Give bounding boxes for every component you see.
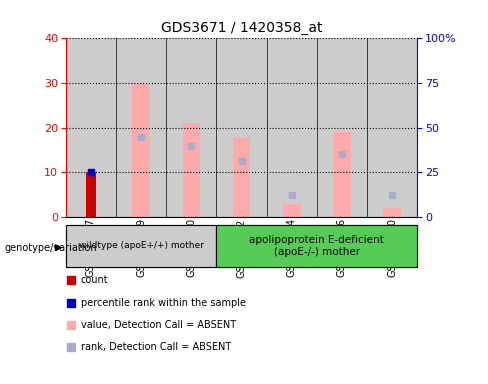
Bar [183,123,200,217]
Text: wildtype (apoE+/+) mother: wildtype (apoE+/+) mother [79,241,203,250]
Text: percentile rank within the sample: percentile rank within the sample [81,298,245,308]
Text: genotype/variation: genotype/variation [5,243,98,253]
Bar [217,38,266,217]
Bar [384,208,401,217]
Bar [217,225,417,267]
Bar [86,172,96,217]
Bar [166,38,217,217]
Bar [266,38,317,217]
Bar [317,38,367,217]
Bar [233,137,250,217]
Bar [66,225,217,267]
Bar [333,132,351,217]
Text: apolipoprotein E-deficient
(apoE-/-) mother: apolipoprotein E-deficient (apoE-/-) mot… [249,235,384,257]
Bar [367,38,417,217]
Text: rank, Detection Call = ABSENT: rank, Detection Call = ABSENT [81,342,231,352]
Bar [217,225,417,267]
Text: count: count [81,275,108,285]
Bar [66,225,217,267]
Bar [283,204,301,217]
Bar [116,38,166,217]
Bar [132,83,150,217]
Text: value, Detection Call = ABSENT: value, Detection Call = ABSENT [81,320,236,330]
Bar [66,38,116,217]
Title: GDS3671 / 1420358_at: GDS3671 / 1420358_at [161,21,322,35]
